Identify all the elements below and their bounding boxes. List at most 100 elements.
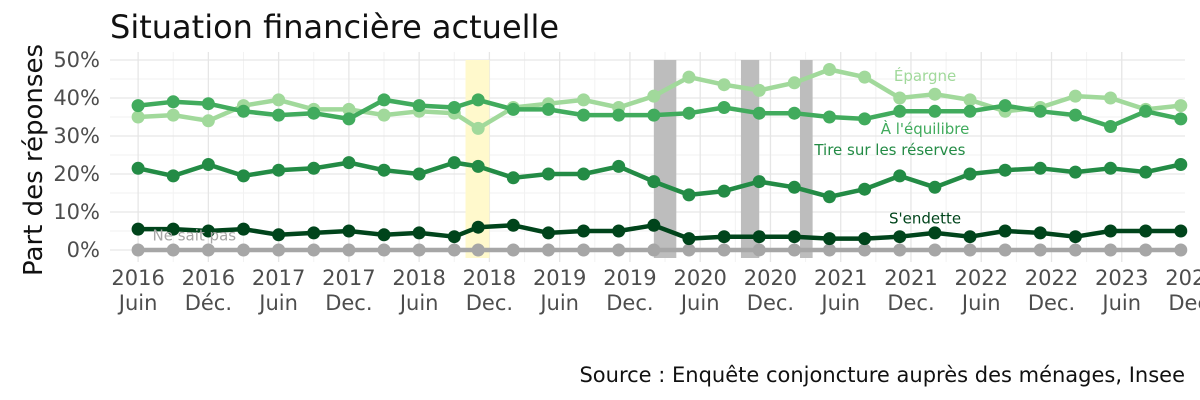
data-point <box>447 243 461 257</box>
data-point <box>412 99 426 113</box>
data-point <box>236 222 250 236</box>
data-point <box>577 108 591 122</box>
data-point <box>506 171 520 185</box>
data-point <box>236 104 250 118</box>
data-point <box>471 220 485 234</box>
plot-area: 0%10%20%30%40%50%2016Juin2016Déc.2017Jui… <box>53 48 1200 315</box>
x-tick-label-period: Dec. <box>606 291 653 315</box>
data-point <box>377 163 391 177</box>
data-point <box>893 169 907 183</box>
x-tick-label-period: Juin <box>819 291 860 315</box>
x-tick-label-period: Dec. <box>747 291 794 315</box>
data-point <box>1139 224 1153 238</box>
data-point <box>412 226 426 240</box>
data-point <box>131 161 145 175</box>
x-tick-label-period: Juin <box>538 291 579 315</box>
data-point <box>787 76 801 90</box>
data-point <box>1139 104 1153 118</box>
data-point <box>1139 165 1153 179</box>
data-point <box>682 70 696 84</box>
data-point <box>998 224 1012 238</box>
data-point <box>131 222 145 236</box>
shaded-period <box>465 60 490 258</box>
data-point <box>612 159 626 173</box>
x-tick-label-year: 2023 <box>1165 266 1200 290</box>
data-point <box>412 167 426 181</box>
data-point <box>447 101 461 114</box>
data-point <box>506 218 520 232</box>
chart-title: Situation financière actuelle <box>110 8 559 46</box>
data-point <box>131 243 145 257</box>
data-point <box>998 163 1012 177</box>
series-label: Ne sait pas <box>153 227 237 245</box>
data-point <box>787 106 801 120</box>
data-point <box>928 104 942 118</box>
data-point <box>717 230 731 244</box>
data-point <box>1033 243 1047 257</box>
series-label: Épargne <box>894 66 956 85</box>
data-point <box>272 228 286 242</box>
data-point <box>577 167 591 181</box>
y-tick-label: 40% <box>53 86 100 110</box>
data-point <box>377 228 391 242</box>
data-point <box>752 83 766 97</box>
data-point <box>822 63 836 76</box>
data-point <box>963 167 977 181</box>
data-point <box>717 78 731 92</box>
x-tick-label-year: 2018 <box>463 266 516 290</box>
data-point <box>1174 243 1188 257</box>
data-point <box>752 106 766 120</box>
data-point <box>342 224 356 238</box>
data-point <box>471 159 485 173</box>
data-point <box>822 232 836 246</box>
data-point <box>342 243 356 257</box>
data-point <box>131 99 145 113</box>
data-point <box>1104 120 1118 133</box>
data-point <box>166 243 180 257</box>
data-point <box>1104 243 1118 257</box>
data-point <box>342 156 356 170</box>
data-point <box>541 243 555 257</box>
data-point <box>1033 226 1047 240</box>
data-point <box>752 243 766 257</box>
data-point <box>447 156 461 170</box>
data-point <box>928 87 942 101</box>
data-point <box>272 243 286 257</box>
data-point <box>822 243 836 257</box>
data-point <box>201 114 215 128</box>
y-tick-label: 30% <box>53 124 100 148</box>
y-tick-label: 0% <box>67 238 100 262</box>
data-point <box>1174 99 1188 113</box>
data-point <box>201 243 215 257</box>
x-tick-label-period: Dec. <box>887 291 934 315</box>
y-tick-label: 10% <box>53 200 100 224</box>
x-tick-label-period: Dec. <box>1168 291 1200 315</box>
data-point <box>1033 161 1047 175</box>
data-point <box>682 232 696 246</box>
data-point <box>471 93 485 107</box>
data-point <box>166 95 180 109</box>
data-point <box>752 175 766 189</box>
x-tick-label-year: 2023 <box>1095 266 1148 290</box>
data-point <box>647 218 661 232</box>
x-tick-label-period: Juin <box>257 291 298 315</box>
data-point <box>787 180 801 194</box>
x-tick-label-year: 2022 <box>1025 266 1078 290</box>
x-tick-label-year: 2019 <box>533 266 586 290</box>
data-point <box>963 230 977 244</box>
data-point <box>307 106 321 120</box>
data-point <box>1174 158 1188 171</box>
data-point <box>893 91 907 105</box>
series-label: S'endette <box>889 209 961 227</box>
data-point <box>506 102 520 116</box>
data-point <box>447 230 461 244</box>
data-point <box>682 243 696 257</box>
data-point <box>822 110 836 124</box>
data-point <box>1104 91 1118 105</box>
data-point <box>752 230 766 244</box>
data-point <box>307 161 321 175</box>
data-point <box>471 121 485 135</box>
shaded-period <box>799 60 813 258</box>
data-point <box>858 112 872 126</box>
